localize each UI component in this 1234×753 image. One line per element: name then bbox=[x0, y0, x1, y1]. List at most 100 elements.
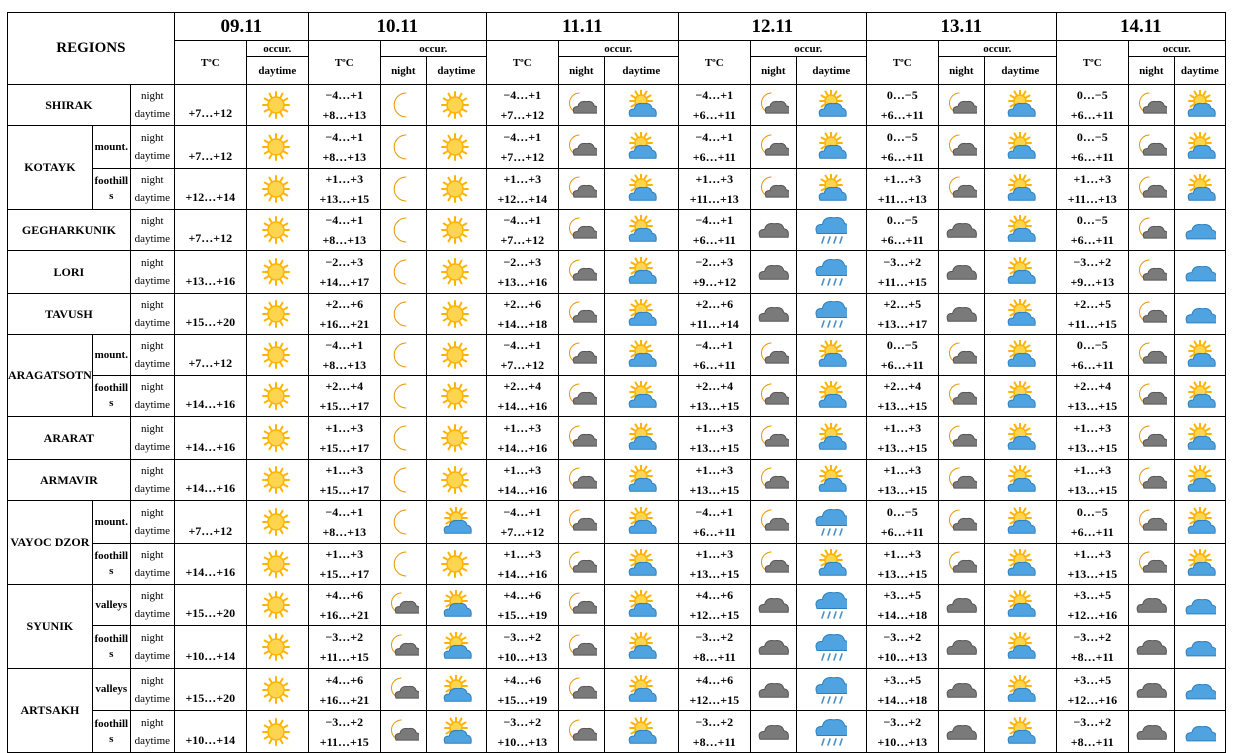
night-temp: −3…+2 bbox=[1073, 255, 1112, 269]
sun-cloud-icon bbox=[1004, 299, 1037, 329]
night-temp: 0…−5 bbox=[1076, 213, 1108, 227]
day-icon-cell bbox=[1173, 209, 1226, 251]
sun-cloud-icon bbox=[625, 716, 658, 747]
day-icon-cell bbox=[1173, 500, 1226, 544]
day-temp: +13…+15 bbox=[689, 483, 740, 497]
region-row: ARARAT night daytime +14…+16 +1…+3 +15…+17 +1…… bbox=[7, 416, 1226, 460]
night-temp: −4…+1 bbox=[695, 505, 734, 519]
day-icon-cell bbox=[795, 375, 867, 417]
day-icon-cell bbox=[603, 416, 679, 460]
day-temp: +13…+15 bbox=[1067, 399, 1118, 413]
temp-cell: +7…+12 bbox=[173, 500, 247, 544]
moon-cloud-icon bbox=[757, 381, 790, 411]
night-temp: +2…+6 bbox=[695, 297, 734, 311]
day-temp: +6…+11 bbox=[692, 108, 736, 122]
rain-icon bbox=[815, 717, 848, 747]
day-temp: +15…+17 bbox=[319, 399, 370, 413]
night-icon-cell bbox=[749, 668, 797, 711]
night-label: night bbox=[140, 215, 164, 227]
region-name: ARMAVIR bbox=[7, 459, 131, 501]
sun-icon bbox=[440, 423, 472, 453]
night-icon-cell bbox=[379, 293, 427, 335]
night-temp: 0…−5 bbox=[1076, 338, 1108, 352]
temp-cell: +1…+3 +13…+15 bbox=[677, 416, 751, 460]
day-icon-cell bbox=[795, 584, 867, 626]
cloud-icon bbox=[1135, 675, 1168, 705]
sun-icon bbox=[261, 381, 293, 411]
date-header: 11.11 bbox=[485, 12, 679, 41]
moon-cloud-icon bbox=[757, 90, 790, 120]
night-icon-cell bbox=[379, 543, 427, 585]
day-icon-cell bbox=[603, 668, 679, 711]
cloud-icon bbox=[1135, 717, 1168, 747]
night-temp: +1…+3 bbox=[695, 463, 734, 477]
icon-cell bbox=[245, 84, 309, 126]
day-icon-cell bbox=[1173, 710, 1226, 753]
day-icon-cell bbox=[425, 334, 487, 376]
period-labels: night daytime bbox=[129, 459, 175, 501]
region-row: ARMAVIR night daytime +14…+16 +1…+3 +15…+17 +1… bbox=[7, 459, 1226, 501]
night-label: night bbox=[140, 507, 164, 519]
temp-cell: +1…+3 +13…+15 bbox=[307, 168, 381, 210]
region-row: GEGHARKUNIK night daytime +7…+12 −4…+1 +8…+13… bbox=[7, 209, 1226, 251]
day-icon-cell bbox=[1173, 459, 1226, 501]
sun-cloud-icon bbox=[1004, 215, 1037, 245]
night-temp: 0…−5 bbox=[886, 213, 918, 227]
temp-cell: −4…+1 +6…+11 bbox=[677, 125, 751, 169]
day-icon-cell bbox=[1173, 543, 1226, 585]
sun-cloud-icon bbox=[815, 423, 848, 453]
day-temp: +11…+15 bbox=[319, 734, 369, 749]
temp-cell: +2…+6 +14…+18 bbox=[485, 293, 559, 335]
day-icon-cell bbox=[603, 625, 679, 669]
temp-cell: +7…+12 bbox=[173, 84, 247, 126]
temp-cell: −2…+3 +9…+12 bbox=[677, 250, 751, 294]
night-temp: +4…+6 bbox=[695, 672, 734, 687]
night-temp: +2…+4 bbox=[325, 379, 364, 393]
night-icon-cell bbox=[379, 500, 427, 544]
temp-cell: −3…+2 +10…+13 bbox=[865, 625, 939, 669]
night-label: night bbox=[140, 132, 164, 144]
region-name: ARTSAKH bbox=[7, 668, 93, 753]
cloud-icon bbox=[757, 590, 790, 620]
cloud-icon bbox=[945, 299, 978, 329]
moon-cloud-icon bbox=[565, 507, 598, 537]
icon-cell bbox=[245, 500, 309, 544]
moon-cloud-icon bbox=[565, 632, 598, 662]
temp-cell: +7…+12 bbox=[173, 125, 247, 169]
day-temp: +6…+11 bbox=[1070, 108, 1114, 122]
night-icon-cell bbox=[557, 500, 605, 544]
day-temp: +12…+15 bbox=[689, 692, 740, 707]
temp-cell: +4…+6 +16…+21 bbox=[307, 584, 381, 626]
night-temp: −4…+1 bbox=[325, 505, 364, 519]
day-temp: +14…+17 bbox=[319, 275, 370, 289]
night-icon-cell bbox=[1127, 84, 1175, 126]
moon-cloud-icon bbox=[945, 381, 978, 411]
moon-cloud-icon bbox=[1135, 174, 1168, 204]
night-label: night bbox=[140, 257, 164, 269]
night-icon-cell bbox=[557, 668, 605, 711]
temp-cell: −3…+2 +10…+13 bbox=[485, 625, 559, 669]
temp-cell: −4…+1 +8…+13 bbox=[307, 334, 381, 376]
sun-cloud-icon bbox=[625, 590, 658, 620]
day-icon-cell bbox=[425, 584, 487, 626]
temp-cell: −3…+2 +11…+15 bbox=[307, 625, 381, 669]
night-temp: +4…+6 bbox=[503, 672, 542, 687]
date-header: 12.11 bbox=[677, 12, 867, 41]
sun-icon bbox=[261, 465, 293, 495]
moon-icon bbox=[387, 90, 419, 120]
region-name: ARARAT bbox=[7, 416, 131, 460]
night-icon-cell bbox=[749, 710, 797, 753]
night-temp: +1…+3 bbox=[1073, 547, 1112, 561]
day-icon-cell bbox=[603, 334, 679, 376]
temp-cell: −4…+1 +6…+11 bbox=[677, 209, 751, 251]
subregion-name: mount. bbox=[91, 334, 131, 376]
night-icon-cell bbox=[379, 668, 427, 711]
day-icon-cell bbox=[603, 543, 679, 585]
moon-cloud-icon bbox=[945, 90, 978, 120]
moon-cloud-icon bbox=[1135, 132, 1168, 162]
sun-icon bbox=[440, 174, 472, 204]
sun-cloud-icon bbox=[815, 132, 848, 162]
sun-icon bbox=[261, 423, 293, 453]
rain-icon bbox=[815, 299, 848, 329]
day-icon-cell bbox=[425, 625, 487, 669]
